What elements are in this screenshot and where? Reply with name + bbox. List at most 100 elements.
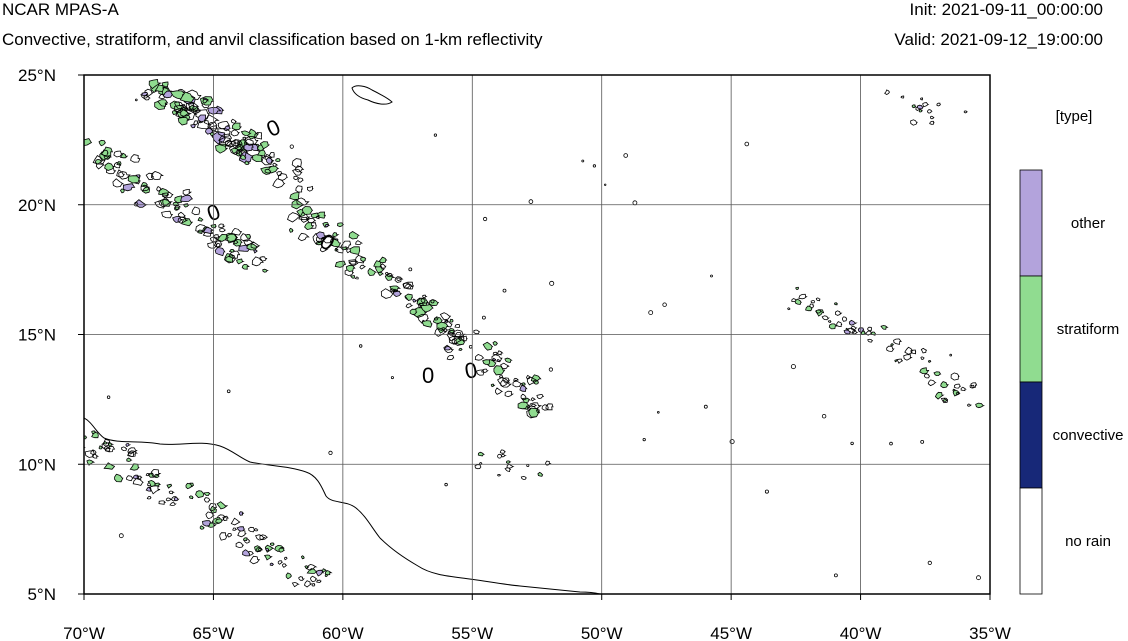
- legend: [type] other stratiform convective no rain: [1019, 108, 1123, 595]
- precip-cell: [500, 379, 513, 388]
- precip-cell: [809, 303, 815, 309]
- precip-dot: [604, 183, 607, 187]
- precip-cell: [421, 320, 433, 328]
- precip-cell: [495, 387, 504, 395]
- precip-cell: [836, 321, 843, 328]
- precip-cell: [233, 240, 239, 245]
- precip-cell: [795, 286, 799, 291]
- precip-cell: [315, 236, 326, 244]
- precip-cell: [217, 233, 230, 242]
- precip-cell: [536, 409, 541, 414]
- precip-dot: [710, 274, 713, 278]
- legend-label-other: other: [1071, 215, 1105, 232]
- precip-cell: [867, 326, 872, 332]
- precip-cell: [422, 294, 428, 299]
- coastline-islands: [351, 85, 393, 105]
- precip-cell: [173, 101, 186, 109]
- precip-cell: [896, 358, 903, 364]
- precip-cell: [240, 130, 252, 136]
- precip-cell: [103, 462, 115, 470]
- precip-cell: [321, 568, 327, 573]
- precip-dot: [592, 164, 597, 168]
- precip-cell: [112, 178, 125, 188]
- coastline-south-america: [84, 417, 601, 594]
- precip-cell: [202, 520, 213, 527]
- precip-cell: [259, 141, 271, 150]
- precip-cell: [373, 260, 382, 268]
- precip-cell: [150, 171, 164, 181]
- precip-cell: [942, 397, 948, 402]
- precip-cell: [307, 185, 314, 192]
- precip-dot: [226, 389, 231, 394]
- precip-cell: [242, 537, 248, 541]
- precip-cell: [306, 563, 318, 571]
- precip-cell: [495, 350, 504, 356]
- precip-cell: [975, 402, 986, 409]
- precip-cell: [292, 168, 303, 176]
- precip-cell: [794, 298, 802, 305]
- precip-cell: [141, 91, 149, 97]
- precip-cell: [188, 495, 194, 500]
- precip-cell: [265, 547, 269, 552]
- precip-cell: [448, 335, 462, 345]
- precip-cell: [843, 329, 852, 335]
- precip-cell: [420, 298, 427, 303]
- precip-cell: [827, 320, 832, 323]
- precip-dot: [444, 482, 448, 487]
- precip-cell: [259, 256, 268, 262]
- precip-cell: [121, 446, 128, 452]
- precip-cell: [499, 449, 507, 454]
- precip-dot: [889, 441, 893, 446]
- precip-cell: [349, 260, 359, 267]
- precip-cell: [100, 146, 113, 157]
- precip-cell: [904, 346, 914, 355]
- precip-cell: [929, 115, 935, 120]
- precip-cell: [180, 194, 194, 203]
- precip-cell: [218, 133, 233, 144]
- precip-cell: [886, 345, 895, 352]
- precip-cell: [344, 268, 355, 276]
- precip-cell: [439, 312, 452, 321]
- precip-dot: [359, 344, 363, 348]
- precip-cell: [120, 188, 125, 194]
- precip-cell: [918, 108, 923, 113]
- precip-dot: [648, 310, 654, 316]
- precip-cell: [360, 256, 366, 262]
- precip-cell: [321, 236, 335, 244]
- precip-cell: [197, 216, 204, 222]
- precip-cell: [230, 517, 241, 526]
- precip-cell: [504, 467, 512, 472]
- precip-dot: [390, 376, 394, 380]
- precip-cell: [241, 264, 250, 270]
- precip-cell: [377, 271, 385, 277]
- precip-cell: [476, 369, 485, 376]
- precip-cell: [537, 471, 544, 477]
- precip-cell: [235, 541, 245, 548]
- precip-cell: [130, 154, 141, 163]
- precip-dot: [744, 141, 750, 147]
- precip-cell: [165, 497, 173, 502]
- precip-cell: [103, 445, 112, 452]
- precip-cell: [491, 354, 503, 363]
- precip-cell: [810, 300, 815, 304]
- precip-cell: [218, 223, 226, 228]
- precip-cell: [154, 84, 165, 92]
- precip-cell: [140, 92, 150, 99]
- precip-cell: [177, 211, 186, 219]
- precip-cell: [148, 79, 161, 90]
- precip-cell: [102, 438, 111, 447]
- precip-cell: [526, 376, 537, 386]
- precip-cell: [903, 354, 913, 361]
- precip-cell: [409, 308, 418, 315]
- precip-cell: [277, 560, 283, 565]
- legend-label-no-rain: no rain: [1065, 533, 1111, 550]
- y-tick-label: 10°N: [18, 455, 56, 474]
- x-tick-label: 65°W: [193, 624, 235, 641]
- precip-cell: [851, 330, 859, 335]
- precip-dot: [549, 280, 555, 286]
- precip-cell: [304, 580, 313, 588]
- y-axis-ticks: 25°N 20°N 15°N 10°N 5°N: [18, 66, 56, 604]
- precip-cell: [384, 272, 390, 276]
- precip-cell: [848, 319, 858, 326]
- precip-dot: [764, 489, 769, 494]
